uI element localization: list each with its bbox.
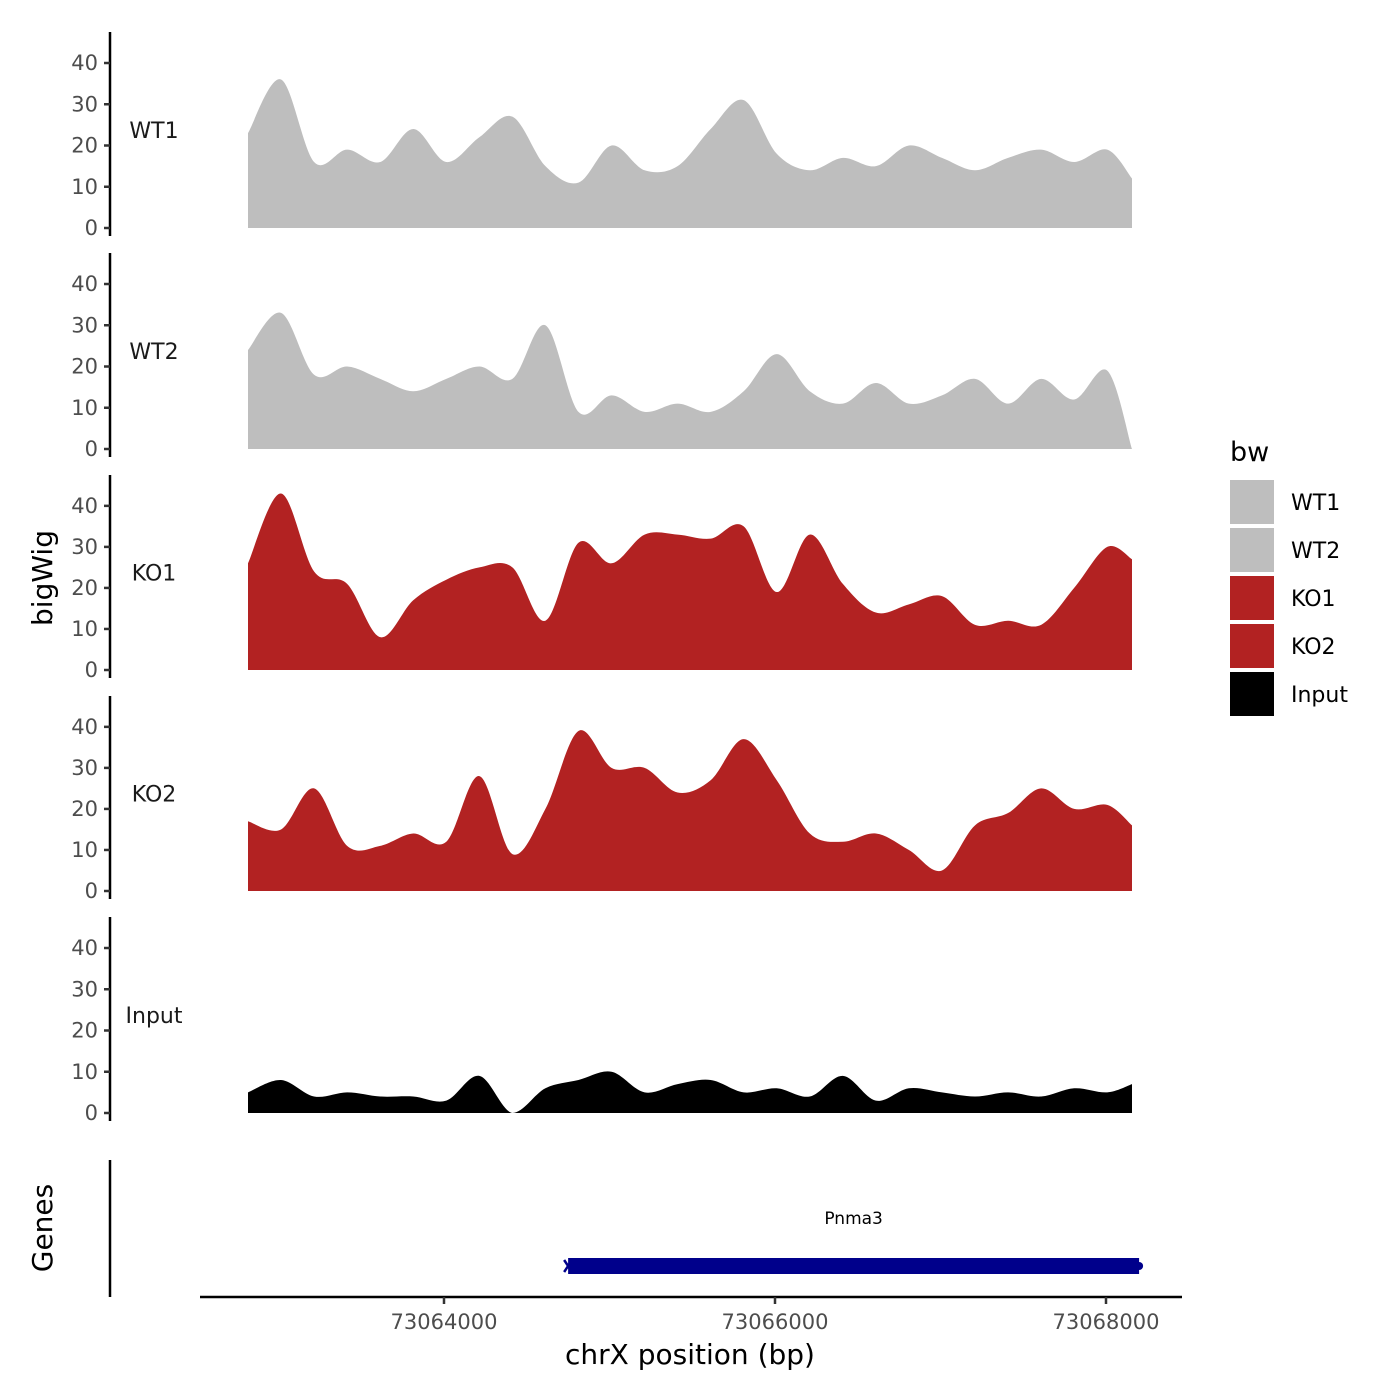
y-tick-label-WT1-40: 40 xyxy=(71,51,98,75)
gene-end-mark-Pnma3 xyxy=(1135,1262,1144,1270)
y-tick-label-KO2-20: 20 xyxy=(71,797,98,821)
x-tick-label-73068000: 73068000 xyxy=(1053,1310,1160,1334)
x-axis: chrX position (bp) 73064000 73066000 73068… xyxy=(200,1295,1182,1371)
legend-key-WT1 xyxy=(1230,480,1274,524)
y-tick-label-KO2-40: 40 xyxy=(71,715,98,739)
track-WT2: 0 10 20 30 40 WT2 xyxy=(71,253,1132,461)
y-tick-label-KO2-0: 0 xyxy=(85,879,98,903)
track-Input: 0 10 20 30 40 Input xyxy=(71,917,1132,1125)
y-tick-label-WT2-40: 40 xyxy=(71,272,98,296)
y-tick-label-WT2-30: 30 xyxy=(71,313,98,337)
y-tick-label-WT1-20: 20 xyxy=(71,134,98,158)
track-KO2: 0 10 20 30 40 KO2 xyxy=(71,696,1132,903)
genes-track: Genes Pnma3 xyxy=(26,1160,1144,1297)
y-tick-label-KO2-30: 30 xyxy=(71,756,98,780)
y-tick-label-WT2-0: 0 xyxy=(85,437,98,461)
y-tick-label-WT2-10: 10 xyxy=(71,396,98,420)
y-tick-label-KO1-10: 10 xyxy=(71,617,98,641)
legend-key-KO1 xyxy=(1230,576,1274,620)
legend-label-KO1: KO1 xyxy=(1291,587,1336,612)
y-tick-label-WT1-30: 30 xyxy=(71,92,98,116)
y-tick-label-Input-30: 30 xyxy=(71,977,98,1001)
track-label-Input: Input xyxy=(126,1004,183,1029)
area-WT2 xyxy=(248,312,1132,449)
y-tick-label-KO1-20: 20 xyxy=(71,576,98,600)
gene-strand-mark-Pnma3 xyxy=(563,1259,574,1273)
track-label-WT1: WT1 xyxy=(129,119,178,144)
y-tick-label-KO1-0: 0 xyxy=(85,658,98,682)
track-label-KO2: KO2 xyxy=(132,783,177,808)
y-tick-label-KO1-30: 30 xyxy=(71,535,98,559)
legend-key-KO2 xyxy=(1230,624,1274,668)
x-tick-label-73064000: 73064000 xyxy=(391,1310,498,1334)
track-label-KO1: KO1 xyxy=(132,562,177,587)
y-tick-label-KO1-40: 40 xyxy=(71,494,98,518)
area-KO2 xyxy=(248,730,1132,891)
y-tick-label-WT2-20: 20 xyxy=(71,355,98,379)
legend-key-WT2 xyxy=(1230,528,1274,572)
y-tick-label-WT1-10: 10 xyxy=(71,175,98,199)
area-Input xyxy=(248,1071,1132,1113)
legend-label-KO2: KO2 xyxy=(1291,635,1336,660)
y-tick-label-Input-20: 20 xyxy=(71,1019,98,1043)
legend-label-Input: Input xyxy=(1291,683,1348,708)
gene-bar-Pnma3 xyxy=(568,1258,1140,1274)
x-axis-title: chrX position (bp) xyxy=(565,1338,815,1371)
y-tick-label-WT1-0: 0 xyxy=(85,216,98,240)
y-tick-label-Input-10: 10 xyxy=(71,1060,98,1084)
track-label-WT2: WT2 xyxy=(129,340,178,365)
legend-title: bw xyxy=(1230,437,1269,468)
legend-label-WT1: WT1 xyxy=(1291,491,1340,516)
tracks-group: 0 10 20 30 40 WT1 0 10 20 30 40 WT2 0 10 20 30 40 KO1 0 10 2… xyxy=(71,32,1132,1125)
gene-label-Pnma3: Pnma3 xyxy=(824,1209,883,1229)
legend: bw WT1 WT2 KO1 KO2 Input xyxy=(1230,437,1348,716)
track-KO1: 0 10 20 30 40 KO1 xyxy=(71,475,1132,682)
track-WT1: 0 10 20 30 40 WT1 xyxy=(71,32,1132,240)
y-tick-label-Input-0: 0 xyxy=(85,1101,98,1125)
area-KO1 xyxy=(248,493,1132,670)
x-tick-label-73066000: 73066000 xyxy=(722,1310,829,1334)
area-WT1 xyxy=(248,79,1132,228)
legend-label-WT2: WT2 xyxy=(1291,539,1340,564)
y-tick-label-Input-40: 40 xyxy=(71,936,98,960)
genes-track-title: Genes xyxy=(26,1184,59,1272)
legend-key-Input xyxy=(1230,672,1274,716)
y-axis-title: bigWig xyxy=(26,530,59,626)
y-tick-label-KO2-10: 10 xyxy=(71,838,98,862)
